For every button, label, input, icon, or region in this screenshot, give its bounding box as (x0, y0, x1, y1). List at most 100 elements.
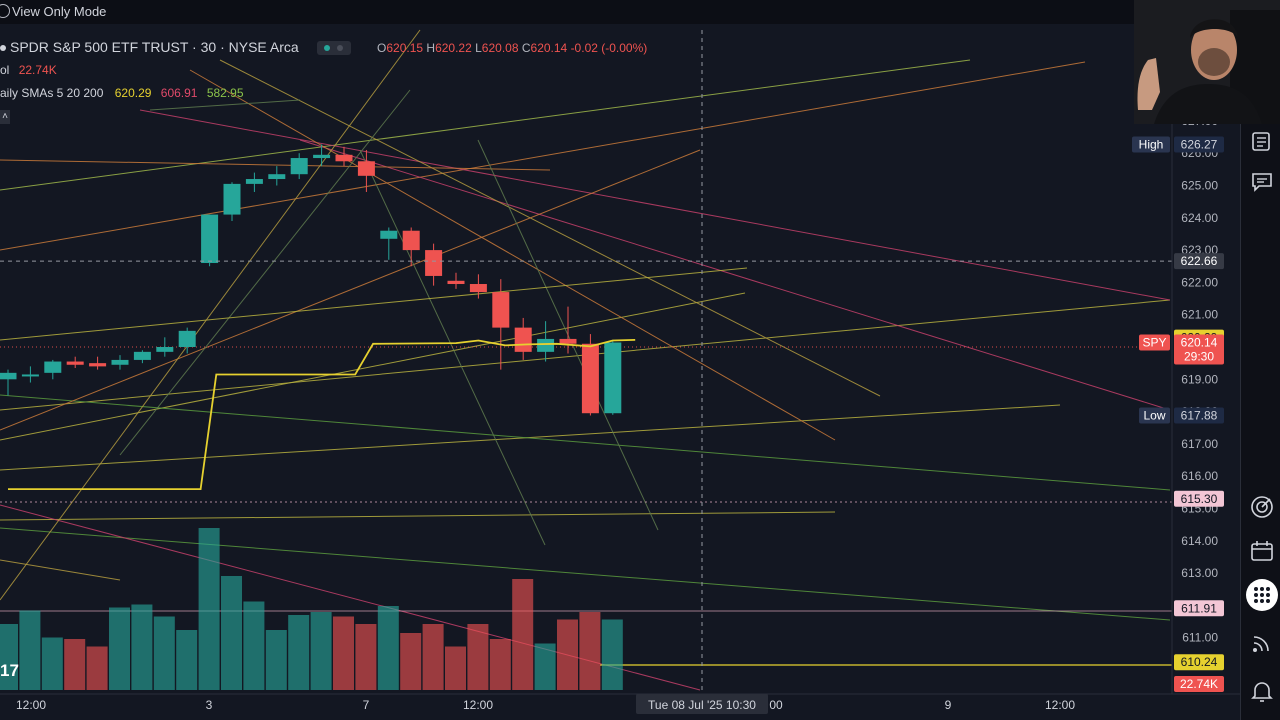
candle-body (425, 250, 443, 276)
volume-bar (579, 612, 601, 690)
price-tag-last: SPY (1142, 335, 1166, 349)
crosshair (0, 30, 1172, 692)
volume-bar (0, 624, 18, 690)
price-label-value: 620.14 (1181, 335, 1218, 349)
price-tick-label: 614.00 (1181, 534, 1218, 548)
price-tag-low: Low (1143, 408, 1165, 422)
symbol-title[interactable]: SPDR S&P 500 ETF TRUST · 30 · NYSE Arca (10, 39, 299, 55)
time-tick-label: 12:00 (1045, 698, 1075, 712)
sma200-value: 582.95 (206, 86, 244, 100)
volume-bars (0, 528, 623, 690)
sma-5-line (8, 339, 636, 491)
price-label-bg (1174, 654, 1224, 671)
crosshair-time-bg (636, 694, 768, 714)
price-tag-bg (1139, 334, 1170, 351)
price-tick-label: 617.00 (1181, 437, 1218, 451)
time-tick-label: 12:00 (463, 698, 493, 712)
volume-legend: ol 22.74K (0, 63, 57, 77)
low-value: 620.08 (481, 41, 519, 55)
apps-grid-icon[interactable] (1246, 579, 1278, 611)
volume-bar (19, 610, 41, 690)
sma20-value: 606.91 (160, 86, 198, 100)
candle-body (335, 154, 353, 162)
volume-bar (400, 633, 422, 690)
time-tick-label: 7 (363, 698, 370, 712)
signal-icon[interactable] (1249, 630, 1275, 656)
calendar-icon[interactable] (1249, 538, 1275, 564)
candle-body (178, 330, 196, 347)
candle-body (290, 158, 308, 175)
price-axis: 627.00626.00625.00624.00623.00622.00621.… (1132, 24, 1240, 694)
volume-bar (176, 630, 198, 690)
trendline-14 (0, 149, 701, 431)
candle-body (133, 351, 151, 360)
volume-bar (557, 619, 578, 690)
price-label-value: 617.88 (1181, 408, 1218, 422)
candle-body (537, 338, 555, 352)
volume-bar (512, 579, 534, 690)
volume-bar (534, 643, 556, 690)
price-tick-label: 619.00 (1181, 372, 1218, 386)
trendline-11 (219, 59, 881, 397)
volume-bar (422, 624, 444, 690)
trendline-7 (0, 527, 1171, 621)
view-only-label: View Only Mode (12, 4, 107, 19)
price-tick-label: 624.00 (1181, 211, 1218, 225)
volume-bar (64, 639, 86, 690)
close-value: 620.14 (530, 41, 568, 55)
close-key: C (521, 41, 531, 55)
volume-bar (489, 639, 511, 690)
symbol-dot-icon (0, 45, 6, 52)
right-toolbar (1240, 124, 1280, 720)
countdown-label: 29:30 (1184, 349, 1214, 363)
price-tick-label: 613.00 (1181, 566, 1218, 580)
time-axis: 12:00 3 7 12:00 00 9 12:00 Tue 08 Jul '25 10:30… (0, 661, 1240, 720)
volume-label[interactable]: ol (0, 63, 10, 77)
target-icon[interactable] (1249, 494, 1275, 520)
price-label-value: 611.91 (1181, 601, 1217, 615)
candle-body (0, 372, 17, 380)
price-label-bg (1174, 136, 1224, 153)
price-label-value: 610.24 (1181, 655, 1218, 669)
status-dots-icon[interactable] (316, 41, 351, 56)
trendline-2 (0, 404, 1061, 471)
time-tick-label: 3 (206, 698, 213, 712)
open-value: 620.15 (386, 41, 424, 55)
collapse-legend-icon[interactable]: ˄ (0, 110, 10, 124)
volume-bar (377, 606, 399, 690)
sma-label[interactable]: aily SMAs 5 20 200 (0, 86, 104, 100)
candle-body (223, 183, 241, 215)
change-value: -0.02 (-0.00%) (570, 41, 648, 55)
volume-bar (355, 624, 377, 690)
volume-bar (198, 528, 220, 690)
trendline-15 (119, 89, 411, 456)
presenter-image (1134, 0, 1280, 124)
candle-body (66, 361, 84, 365)
trendline-0 (0, 59, 971, 191)
volume-bar (243, 601, 265, 690)
price-label-bg (1174, 600, 1224, 617)
chat-icon[interactable] (1249, 168, 1275, 194)
volume-bar (265, 630, 287, 690)
time-axis-bg (0, 694, 1240, 720)
watchlist-icon[interactable] (1249, 128, 1275, 154)
candles (0, 144, 622, 416)
price-tag-bg (1139, 407, 1170, 424)
candle-body (447, 280, 465, 285)
price-tick-label: 625.00 (1181, 179, 1218, 193)
trendline-12 (189, 69, 836, 441)
candle-body (245, 179, 263, 184)
volume-value: 22.74K (18, 63, 57, 77)
volume-bar (601, 619, 623, 690)
candle-body (604, 342, 622, 414)
bell-icon[interactable] (1249, 678, 1275, 704)
trendline-20 (0, 29, 421, 601)
price-label-value: 615.30 (1181, 492, 1218, 506)
price-tick-label: 616.00 (1181, 469, 1218, 483)
price-tick-label: 611.00 (1182, 631, 1218, 645)
sma-legend: aily SMAs 5 20 200 620.29 606.91 582.95 (0, 86, 244, 100)
candle-body (559, 338, 577, 344)
symbol-legend: SPDR S&P 500 ETF TRUST · 30 · NYSE Arca (0, 39, 351, 56)
